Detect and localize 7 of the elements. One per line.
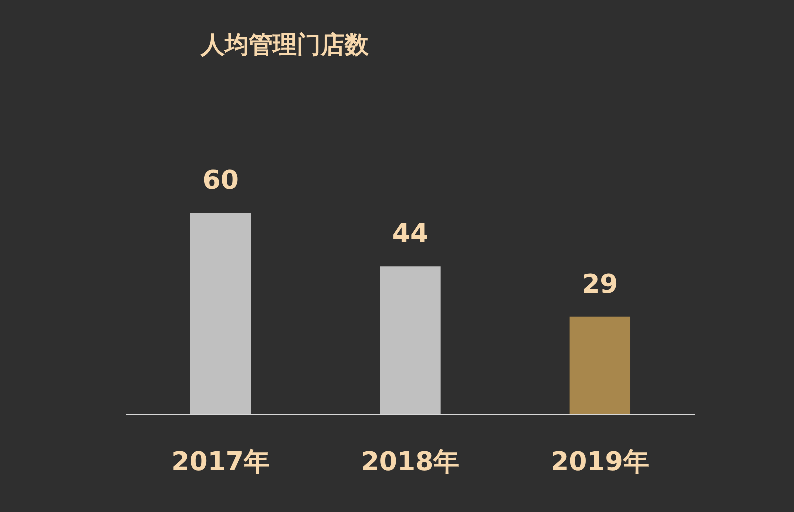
- chart-title: 人均管理门店数: [200, 31, 370, 59]
- data-label: 44: [392, 220, 429, 250]
- x-tick-label: 2019年: [550, 448, 650, 478]
- x-tick-label: 2018年: [361, 448, 460, 478]
- x-tick-label: 2017年: [172, 448, 270, 478]
- data-label: 29: [582, 270, 618, 300]
- data-label: 60: [202, 166, 239, 196]
